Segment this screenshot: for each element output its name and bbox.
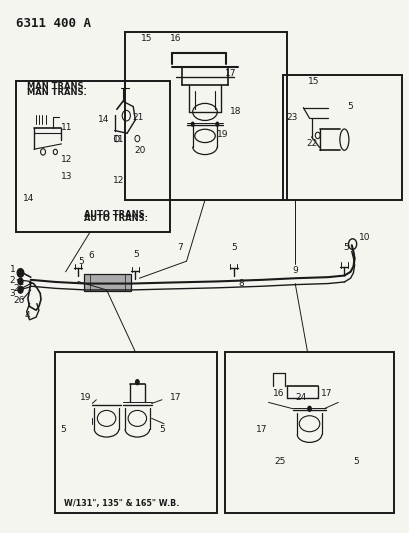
Text: 10: 10 — [358, 233, 369, 241]
Circle shape — [215, 122, 219, 127]
Text: 13: 13 — [61, 173, 72, 181]
Text: W/131", 135" & 165" W.B.: W/131", 135" & 165" W.B. — [63, 499, 178, 508]
Text: 18: 18 — [229, 108, 240, 116]
Text: 16: 16 — [272, 389, 283, 398]
Text: 19: 19 — [80, 393, 91, 401]
Text: 5: 5 — [353, 457, 358, 465]
Text: 1: 1 — [10, 265, 16, 273]
Text: 23: 23 — [285, 113, 297, 122]
Bar — [224, 352, 393, 513]
Text: 26: 26 — [13, 285, 25, 293]
Text: 6311 400 A: 6311 400 A — [16, 17, 91, 30]
Text: 24: 24 — [294, 393, 306, 401]
Text: 12: 12 — [61, 156, 72, 164]
Text: 14: 14 — [22, 194, 34, 203]
Bar — [84, 274, 131, 291]
Circle shape — [17, 269, 24, 277]
Circle shape — [190, 122, 194, 127]
Text: 7: 7 — [177, 244, 182, 252]
Text: 5: 5 — [61, 425, 66, 433]
Text: 3: 3 — [9, 289, 15, 297]
Text: 21: 21 — [132, 113, 143, 122]
Text: 17: 17 — [224, 69, 236, 78]
Text: 20: 20 — [134, 146, 146, 155]
Text: 12: 12 — [112, 176, 124, 184]
Text: 5: 5 — [343, 244, 348, 252]
Text: 15: 15 — [141, 34, 153, 43]
Text: 5: 5 — [347, 102, 353, 111]
Text: 8: 8 — [238, 279, 244, 288]
Text: MAN TRANS.: MAN TRANS. — [27, 88, 86, 97]
Circle shape — [306, 406, 311, 412]
Text: 26: 26 — [13, 296, 25, 304]
Text: 15: 15 — [307, 77, 318, 85]
Circle shape — [18, 287, 23, 293]
Bar — [55, 352, 217, 513]
Text: 17: 17 — [170, 393, 181, 401]
Circle shape — [18, 278, 23, 285]
Text: 17: 17 — [320, 389, 331, 398]
Text: 5: 5 — [159, 425, 164, 433]
Text: 22: 22 — [306, 140, 317, 148]
Text: MAN TRANS.: MAN TRANS. — [27, 82, 86, 91]
Text: 11: 11 — [112, 135, 124, 144]
Text: 5: 5 — [231, 244, 237, 252]
Circle shape — [135, 379, 139, 385]
Text: 16: 16 — [170, 34, 181, 43]
Text: AUTO TRANS.: AUTO TRANS. — [84, 214, 148, 223]
Text: AUTO TRANS.: AUTO TRANS. — [84, 210, 148, 219]
Text: 9: 9 — [291, 266, 297, 275]
Text: 6: 6 — [88, 252, 94, 260]
Text: 17: 17 — [256, 425, 267, 433]
Bar — [16, 81, 170, 232]
Text: 5: 5 — [133, 251, 139, 259]
Bar — [125, 32, 286, 200]
Text: 14: 14 — [97, 116, 109, 124]
Text: 25: 25 — [273, 457, 285, 465]
Text: 2: 2 — [9, 277, 15, 285]
Bar — [282, 75, 401, 200]
Text: 11: 11 — [61, 124, 72, 132]
Text: 19: 19 — [216, 130, 227, 139]
Text: 5: 5 — [78, 257, 83, 265]
Text: 4: 4 — [25, 311, 30, 320]
